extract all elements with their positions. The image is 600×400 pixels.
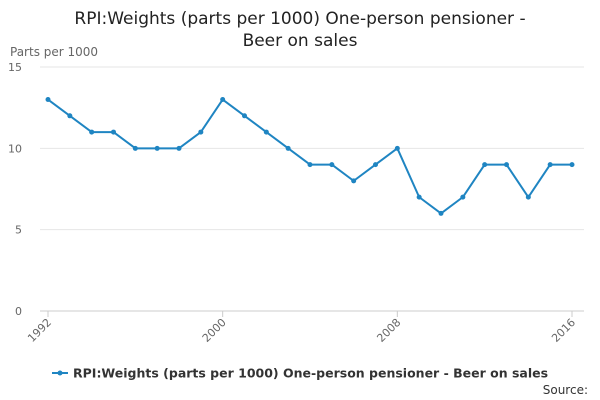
data-point[interactable] bbox=[154, 145, 160, 151]
data-point[interactable] bbox=[351, 178, 357, 184]
data-point[interactable] bbox=[504, 162, 509, 168]
series-line bbox=[47, 98, 572, 215]
data-point[interactable] bbox=[220, 97, 226, 103]
data-point[interactable] bbox=[416, 194, 422, 200]
data-point[interactable] bbox=[569, 162, 575, 168]
source-label: Source: bbox=[542, 383, 588, 397]
data-point[interactable] bbox=[394, 145, 400, 151]
data-point[interactable] bbox=[263, 129, 269, 135]
data-point[interactable] bbox=[67, 113, 73, 119]
data-point[interactable] bbox=[482, 162, 488, 168]
data-point[interactable] bbox=[307, 162, 313, 168]
data-point[interactable] bbox=[132, 145, 138, 151]
data-point[interactable] bbox=[373, 162, 378, 168]
data-point[interactable] bbox=[176, 145, 182, 151]
grid-lines bbox=[40, 66, 584, 312]
x-tick-label: 2016 bbox=[549, 316, 578, 345]
data-point[interactable] bbox=[525, 194, 531, 200]
legend-label: RPI:Weights (parts per 1000) One-person … bbox=[73, 366, 548, 381]
legend-marker-icon bbox=[57, 370, 63, 376]
x-tick-label: 2008 bbox=[374, 316, 403, 345]
y-tick-label: 15 bbox=[8, 61, 22, 74]
y-tick-label: 5 bbox=[15, 224, 22, 237]
data-point[interactable] bbox=[547, 162, 553, 168]
y-tick-label: 10 bbox=[8, 142, 22, 155]
data-point[interactable] bbox=[438, 210, 444, 216]
data-point[interactable] bbox=[198, 129, 204, 135]
data-point[interactable] bbox=[329, 162, 335, 168]
series-group bbox=[45, 97, 575, 216]
data-point[interactable] bbox=[460, 194, 466, 200]
data-point[interactable] bbox=[242, 113, 247, 119]
legend[interactable]: RPI:Weights (parts per 1000) One-person … bbox=[52, 366, 548, 381]
y-tick-label: 0 bbox=[15, 305, 22, 318]
y-axis-label: Parts per 1000 bbox=[10, 45, 99, 59]
data-point[interactable] bbox=[111, 129, 116, 135]
y-tick-labels: 0 5 10 15 bbox=[8, 61, 22, 318]
x-tick-label: 1992 bbox=[25, 316, 54, 345]
data-point[interactable] bbox=[45, 97, 51, 103]
x-tick-label: 2000 bbox=[200, 316, 229, 345]
chart-title: RPI:Weights (parts per 1000) One-person … bbox=[74, 9, 526, 51]
data-point[interactable] bbox=[89, 129, 95, 135]
data-point[interactable] bbox=[285, 145, 291, 151]
x-tick-labels: 1992 2000 2008 2016 bbox=[25, 311, 578, 345]
